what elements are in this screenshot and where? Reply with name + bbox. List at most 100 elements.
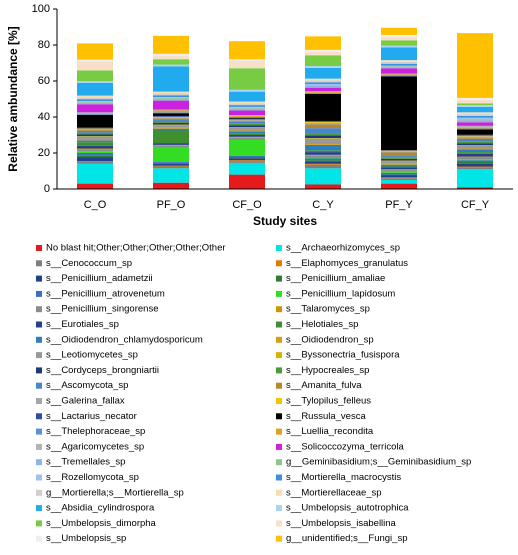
bar-segment — [77, 130, 113, 133]
legend-label: s__Penicillium_adametzii — [46, 273, 153, 284]
y-tick-label: 100 — [32, 3, 50, 15]
bar-segment — [77, 127, 113, 129]
bar-segment — [153, 144, 189, 146]
bar-segment — [153, 182, 189, 189]
bar-segment — [305, 92, 341, 94]
bar-segment — [229, 108, 265, 111]
bar-segment — [305, 155, 341, 158]
bar-segment — [457, 115, 493, 118]
legend-label: g__Geminibasidium;s__Geminibasidium_sp — [286, 457, 471, 468]
bar-segment — [153, 143, 189, 145]
bar-segment — [305, 122, 341, 125]
legend-swatch — [276, 474, 282, 481]
legend-label: s__Leotiomycetes_sp — [46, 350, 138, 361]
bar-segment — [229, 115, 265, 116]
bar-segment — [77, 101, 113, 103]
bar-segment — [305, 55, 341, 67]
bar-segment — [381, 47, 417, 61]
bar-segment — [229, 117, 265, 119]
legend-label: s__Umbelopsis_dimorpha — [46, 518, 157, 529]
bar-segment — [457, 138, 493, 139]
legend-swatch — [36, 306, 42, 313]
bar-segment — [305, 82, 341, 85]
bar-segment — [229, 139, 265, 156]
legend-swatch — [276, 459, 282, 466]
legend-swatch — [276, 352, 282, 359]
legend-swatch — [36, 336, 42, 343]
bar-segment — [305, 78, 341, 81]
bar-segment — [381, 75, 417, 77]
bar-segment — [77, 113, 113, 115]
bar-segment — [153, 93, 189, 96]
bar-segment — [77, 136, 113, 140]
legend-swatch — [276, 398, 282, 404]
bar-segment — [457, 169, 493, 188]
bar-segment — [229, 133, 265, 135]
bar-segment — [153, 35, 189, 54]
legend-swatch — [276, 306, 282, 313]
bar-segment — [381, 177, 417, 179]
bar-segment — [457, 167, 493, 170]
bar-segment — [229, 120, 265, 122]
bar-segment — [305, 144, 341, 151]
bar-segment — [153, 113, 189, 116]
bar-segment — [305, 85, 341, 88]
y-tick-label: 80 — [38, 39, 50, 51]
x-tick-label: CF_Y — [461, 199, 490, 211]
x-tick-label: C_Y — [312, 199, 334, 211]
bar-segment — [381, 150, 417, 151]
bar-segment — [77, 140, 113, 143]
bar-segment — [305, 128, 341, 134]
bar-segment — [305, 138, 341, 144]
bar-segment — [457, 105, 493, 107]
legend-label: s__Archaeorhizomyces_sp — [286, 243, 400, 254]
bar-segment — [381, 60, 417, 62]
bar-segment — [381, 76, 417, 151]
legend-label: No blast hit;Other;Other;Other;Other;Oth… — [46, 243, 226, 254]
bar-segment — [305, 157, 341, 159]
legend-swatch — [276, 535, 282, 542]
bar-segment — [229, 125, 265, 128]
bar-segment — [153, 100, 189, 110]
bar-segment — [381, 63, 417, 66]
legend-swatch — [36, 459, 42, 466]
bar-segment — [153, 66, 189, 92]
bar-segment — [229, 130, 265, 132]
bar-segment — [305, 84, 341, 85]
bar-segment — [305, 154, 341, 156]
legend-label: s__Amanita_fulva — [286, 380, 362, 391]
legend-swatch — [276, 520, 282, 527]
bar-segment — [77, 134, 113, 137]
bar-segment — [305, 135, 341, 139]
bar-segment — [153, 109, 189, 111]
bar-segment — [153, 122, 189, 125]
bar-segment — [381, 167, 417, 170]
bar-segment — [305, 66, 341, 68]
bar-segment — [77, 139, 113, 141]
bar-segment — [77, 153, 113, 156]
legend-label: s__Oidiodendron_chlamydosporicum — [46, 334, 203, 345]
bar-segment — [305, 49, 341, 52]
bar-segment — [457, 134, 493, 136]
bar-segment — [381, 158, 417, 161]
legend-label: s__Cordyceps_brongniartii — [46, 365, 159, 376]
bar-segment — [381, 74, 417, 76]
bar-segment — [457, 122, 493, 126]
bar-segment — [457, 136, 493, 139]
bar-segment — [229, 41, 265, 60]
bar-segment — [229, 119, 265, 121]
bar-segment — [305, 91, 341, 93]
bar-segment — [457, 162, 493, 164]
bar-segment — [381, 174, 417, 176]
bar-segment — [77, 102, 113, 105]
legend-swatch — [276, 245, 282, 251]
bar-segment — [77, 136, 113, 137]
bar-segment — [77, 128, 113, 130]
legend-label: s__Umbelopsis_autotrophica — [286, 503, 409, 514]
legend-label: s__Talaromyces_sp — [286, 304, 370, 315]
y-tick-label: 60 — [38, 75, 50, 87]
legend-swatch — [276, 443, 282, 450]
bar-segment — [77, 99, 113, 101]
bar-segment — [153, 162, 189, 163]
